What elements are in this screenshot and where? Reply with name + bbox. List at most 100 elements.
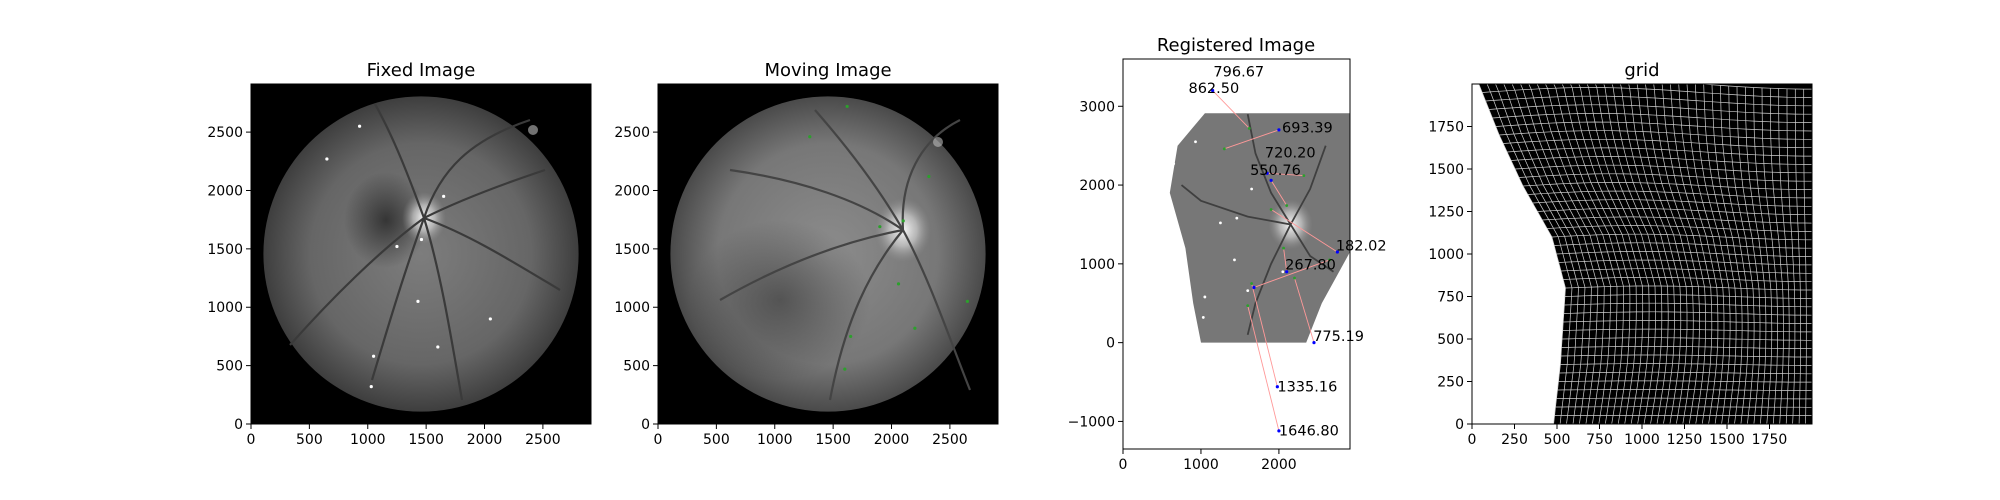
grid-line-vertical <box>1495 84 1579 424</box>
registered-vessels <box>1180 114 1335 336</box>
grid-line-horizontal <box>1478 84 1812 90</box>
error-line <box>1253 259 1330 288</box>
fixed-point <box>1203 295 1207 299</box>
grid-line-vertical <box>1578 84 1644 424</box>
fixed-point <box>1246 289 1250 293</box>
warped-point <box>1211 88 1215 93</box>
grid-line-vertical <box>1628 84 1682 424</box>
grid-line-vertical <box>1545 84 1618 424</box>
x-tick-label: 500 <box>296 432 323 448</box>
fixed-keypoint <box>395 244 399 249</box>
error-label: 267.80 <box>1285 257 1336 273</box>
registered-warped-fundus <box>1169 113 1350 343</box>
registered-vessel <box>1180 184 1291 226</box>
registered-image-title: Registered Image <box>1157 35 1315 56</box>
error-label: 796.67 <box>1213 64 1264 80</box>
target-point <box>1250 282 1254 285</box>
x-tick-label: 2500 <box>525 432 561 448</box>
x-tick-label: 500 <box>703 432 730 448</box>
error-line <box>1251 283 1278 387</box>
grid-line-vertical <box>1703 84 1737 424</box>
registered-image-content <box>1169 113 1350 343</box>
moving-axes: 0 500 1000 1500 2000 2500 0 500 1000 1500 2000 2500 <box>614 83 999 448</box>
grid-line-vertical <box>1720 85 1749 424</box>
grid-line-vertical <box>1678 84 1719 424</box>
registered-vessel <box>1289 145 1327 225</box>
fixed-fovea-shadow <box>344 172 428 268</box>
x-tick-label: 750 <box>1586 432 1613 448</box>
y-tick-label: 2000 <box>1079 178 1115 194</box>
moving-keypoint <box>896 282 901 286</box>
registration-error-lines <box>1212 90 1338 431</box>
moving-keypoint <box>901 219 905 223</box>
axes-frame <box>1122 58 1351 450</box>
warped-point <box>1252 285 1256 290</box>
x-tick-label: 2500 <box>932 432 968 448</box>
moving-keypoint <box>808 135 812 139</box>
moving-keypoint <box>878 225 882 229</box>
warped-point <box>1277 429 1281 433</box>
y-tick-label: 1000 <box>1079 257 1115 273</box>
grid-line-vertical <box>1686 84 1725 424</box>
y-tick-label: 0 <box>1106 336 1115 352</box>
fixed-point <box>1281 270 1285 274</box>
y-tick-label: 750 <box>1437 290 1464 306</box>
fixed-keypoint <box>357 124 362 128</box>
y-tick-label: 2000 <box>207 183 243 199</box>
y-tick-label: 1000 <box>1428 247 1464 263</box>
grid-line-vertical <box>1645 84 1694 424</box>
grid-line-vertical <box>1478 84 1566 424</box>
error-label: 862.50 <box>1188 81 1239 97</box>
grid-line-vertical <box>1570 84 1637 424</box>
panel-fixed-image: Fixed Image 0 500 1000 1500 2000 2500 0 500 1000… <box>207 60 592 448</box>
fixed-point <box>1201 316 1205 319</box>
error-line <box>1270 180 1288 206</box>
grid-line-vertical <box>1611 84 1669 424</box>
grid-line-vertical <box>1728 85 1755 424</box>
grid-line-vertical <box>1803 89 1807 424</box>
y-tick-label: 500 <box>623 359 650 375</box>
fixed-keypoint <box>419 237 424 242</box>
registered-axes: 0 1000 2000 −1000 0 1000 2000 3000 <box>1068 58 1351 473</box>
grid-line-vertical <box>1736 86 1761 424</box>
warped-point <box>1275 385 1279 389</box>
grid-line-vertical <box>1753 87 1773 424</box>
fixed-point <box>1250 187 1254 191</box>
grid-line-vertical <box>1620 84 1675 424</box>
grid-line-vertical <box>1595 84 1656 424</box>
x-tick-label: 1500 <box>815 432 851 448</box>
x-tick-label: 1750 <box>1752 432 1788 448</box>
moving-keypoint <box>843 367 847 371</box>
target-point <box>1222 147 1226 151</box>
x-tick-label: 250 <box>1501 432 1528 448</box>
target-point <box>1247 126 1251 130</box>
fixed-point <box>1172 162 1176 166</box>
error-label: 1646.80 <box>1279 424 1339 440</box>
grid-line-vertical <box>1786 88 1796 424</box>
warped-point <box>1269 178 1273 182</box>
grid-line-vertical <box>1636 84 1688 424</box>
axes-frame <box>657 83 999 425</box>
y-tick-label: 0 <box>1455 417 1464 433</box>
error-line <box>1247 305 1280 431</box>
y-tick-label: 2000 <box>614 183 650 199</box>
grid-line-vertical <box>1511 84 1592 424</box>
error-line <box>1283 248 1288 272</box>
grid-title: grid <box>1624 60 1659 81</box>
x-tick-label: 0 <box>1468 432 1477 448</box>
warped-point <box>1265 171 1269 175</box>
y-tick-label: 2500 <box>614 125 650 141</box>
fixed-keypoint <box>488 317 492 321</box>
fixed-fundus <box>263 96 579 412</box>
grid-content <box>1472 84 1812 424</box>
moving-keypoint <box>845 104 849 109</box>
fixed-keypoint <box>369 385 373 389</box>
x-tick-label: 1000 <box>1624 432 1660 448</box>
error-line <box>1294 277 1315 343</box>
grid-line-vertical <box>1520 84 1599 424</box>
panel-grid: grid 0 250 500 750 1000 1250 1500 1750 0 250 500 75… <box>1428 60 1813 448</box>
target-point <box>1328 258 1331 262</box>
fixed-keypoint <box>325 157 329 161</box>
grid-line-vertical <box>1661 84 1707 424</box>
